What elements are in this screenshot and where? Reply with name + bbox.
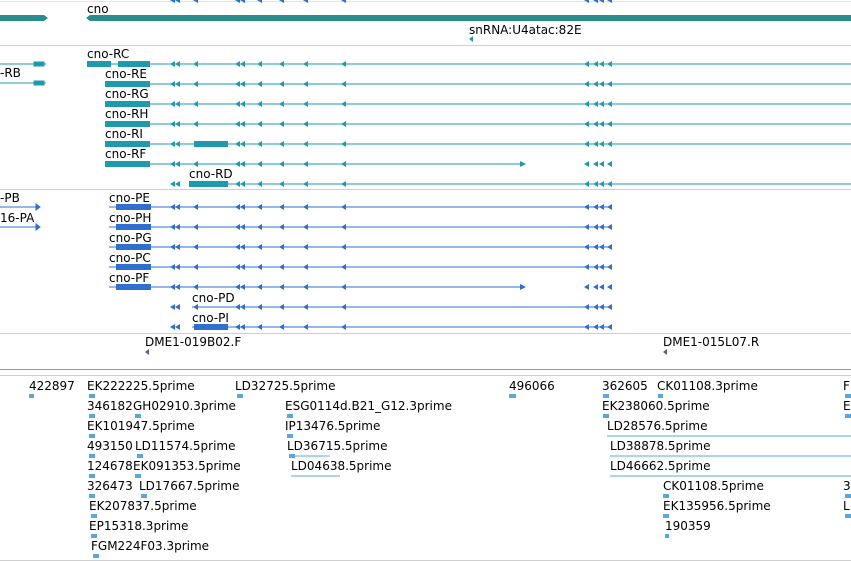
est-label[interactable]: EK238060.5prime	[602, 399, 710, 413]
teal-transcript-rb[interactable]	[0, 61, 46, 86]
transcript-label-rg[interactable]: cno-RG	[105, 87, 149, 101]
est-label[interactable]: LD11574.5prime	[135, 439, 236, 453]
clone-label-left[interactable]: DME1-019B02.F	[145, 335, 242, 349]
protein-label-pd[interactable]: cno-PD	[192, 291, 235, 305]
blue-exon-markers	[170, 0, 612, 330]
snrna-marker[interactable]	[469, 36, 473, 42]
est-label[interactable]: EK091353.5prime	[133, 459, 241, 473]
track-divider-ests-a	[0, 369, 851, 370]
track-divider-proteins	[0, 189, 851, 190]
transcript-label-ri[interactable]: cno-RI	[105, 127, 143, 141]
est-label[interactable]: EK207837.5prime	[89, 499, 197, 513]
blue-protein-pg[interactable]	[109, 244, 612, 250]
protein-label-pi[interactable]: cno-PI	[192, 311, 229, 325]
est-label[interactable]: 326473	[87, 479, 133, 493]
blue-protein-ph[interactable]	[109, 224, 612, 230]
track-divider-genes	[0, 45, 851, 46]
est-markers[interactable]	[29, 394, 851, 558]
est-label[interactable]: IP13476.5prime	[285, 419, 381, 433]
est-label[interactable]: GH02910.3prime	[133, 399, 236, 413]
protein-label-pg[interactable]: cno-PG	[109, 231, 152, 245]
teal-transcript-rh[interactable]	[105, 121, 851, 127]
track-divider-clones	[0, 333, 851, 334]
blue-protein-pb-pa[interactable]	[0, 203, 41, 231]
est-label[interactable]: ESG0114d.B21_G12.3prime	[285, 399, 452, 413]
gene-label-cno[interactable]: cno	[87, 2, 109, 16]
est-label[interactable]: F	[843, 379, 850, 393]
est-label[interactable]: LD46662.5prime	[610, 459, 711, 473]
est-label[interactable]: LD36715.5prime	[287, 439, 388, 453]
blue-protein-pi[interactable]	[192, 324, 612, 330]
protein-label-pc[interactable]: cno-PC	[109, 251, 151, 265]
clone-label-right[interactable]: DME1-015L07.R	[663, 335, 760, 349]
est-label[interactable]: CK01108.5prime	[663, 479, 764, 493]
transcript-label-rh[interactable]: cno-RH	[105, 107, 149, 121]
transcript-label-rb[interactable]: -RB	[0, 66, 21, 80]
est-label[interactable]: LD38878.5prime	[610, 439, 711, 453]
est-label[interactable]: 124678	[87, 459, 133, 473]
est-label[interactable]: FGM224F03.3prime	[91, 539, 210, 553]
protein-label-pb[interactable]: -PB	[0, 191, 20, 205]
protein-label-pe[interactable]: cno-PE	[109, 191, 150, 205]
est-label[interactable]: LD04638.5prime	[291, 459, 392, 473]
teal-transcript-rg[interactable]	[105, 101, 851, 107]
gene-bar-group[interactable]	[0, 15, 851, 21]
protein-label-pf[interactable]: cno-PF	[109, 271, 150, 285]
teal-transcript-rd[interactable]	[189, 181, 851, 187]
est-label[interactable]: 346182	[87, 399, 133, 413]
transcript-label-rd[interactable]: cno-RD	[189, 167, 233, 181]
est-label[interactable]: 362605	[602, 379, 648, 393]
est-label[interactable]: EK222225.5prime	[87, 379, 195, 393]
blue-protein-pc[interactable]	[109, 264, 612, 270]
est-label[interactable]: E	[843, 399, 851, 413]
teal-transcript-rf[interactable]	[105, 161, 526, 167]
est-label[interactable]: 422897	[29, 379, 75, 393]
teal-transcript-ri[interactable]	[105, 141, 851, 147]
est-label[interactable]: EK101947.5prime	[87, 419, 195, 433]
est-label[interactable]: EP15318.3prime	[89, 519, 189, 533]
track-divider-ests-b	[0, 375, 851, 376]
transcript-label-re[interactable]: cno-RE	[105, 67, 148, 81]
protein-label-ph[interactable]: cno-PH	[109, 211, 152, 225]
teal-transcript-rc[interactable]	[87, 61, 851, 67]
est-label[interactable]: 3	[843, 479, 851, 493]
transcript-label-rf[interactable]: cno-RF	[105, 147, 147, 161]
transcript-label-rc[interactable]: cno-RC	[87, 47, 130, 61]
snrna-label[interactable]: snRNA:U4atac:82E	[469, 23, 582, 37]
est-label[interactable]: L	[843, 499, 850, 513]
est-label[interactable]: LD28576.5prime	[607, 419, 708, 433]
est-label[interactable]: CK01108.3prime	[657, 379, 758, 393]
est-label[interactable]: 190359	[665, 519, 711, 533]
track-divider-top	[0, 1, 851, 2]
est-label[interactable]: LD32725.5prime	[235, 379, 336, 393]
est-label[interactable]: LD17667.5prime	[139, 479, 240, 493]
teal-transcript-re[interactable]	[105, 81, 851, 87]
clone-marker-right[interactable]	[663, 349, 667, 355]
clone-marker-left[interactable]	[145, 349, 149, 355]
est-label[interactable]: 493150	[87, 439, 133, 453]
est-label[interactable]: EK135956.5prime	[663, 499, 771, 513]
protein-label-pa[interactable]: 16-PA	[0, 211, 35, 225]
est-label[interactable]: 496066	[509, 379, 555, 393]
teal-exon-markers	[170, 0, 612, 187]
blue-protein-pe[interactable]	[109, 204, 612, 210]
